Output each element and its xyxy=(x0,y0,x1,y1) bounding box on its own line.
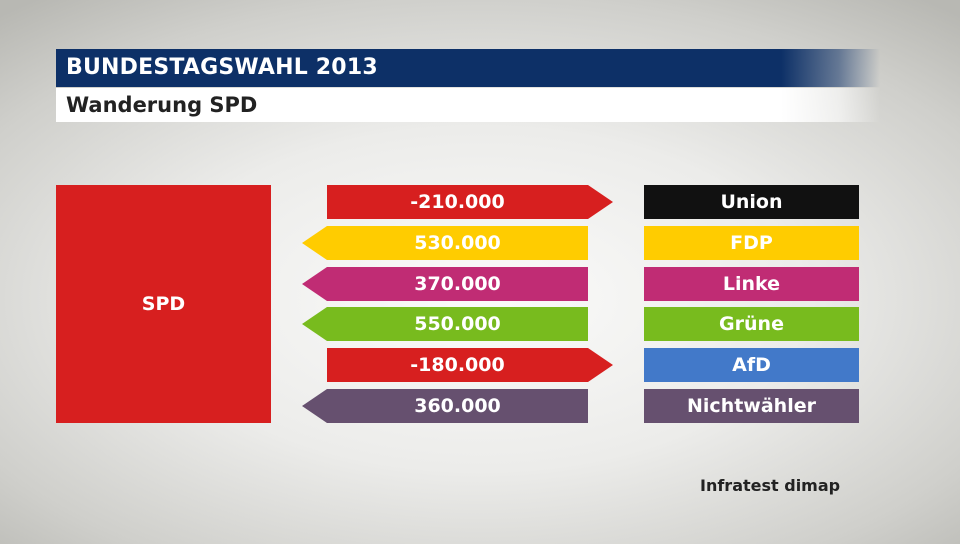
party-label: Union xyxy=(720,191,783,213)
flow-value-label: 360.000 xyxy=(414,395,501,417)
party-label: Nichtwähler xyxy=(687,395,816,417)
party-label: AfD xyxy=(732,354,771,376)
flow-value-label: -210.000 xyxy=(410,191,505,213)
party-label: Linke xyxy=(722,273,781,295)
flow-arrow-afd: -180.000 xyxy=(327,348,613,382)
source-party-label: SPD xyxy=(141,293,186,315)
source-credit: Infratest dimap xyxy=(700,476,841,495)
party-box-union: Union xyxy=(644,185,859,219)
flow-arrow-linke: 370.000 xyxy=(302,267,588,301)
chart-subtitle: Wanderung SPD xyxy=(66,93,258,117)
flow-value-label: 550.000 xyxy=(414,313,501,335)
chart-title: BUNDESTAGSWAHL 2013 xyxy=(66,55,378,80)
flow-value-label: -180.000 xyxy=(410,354,505,376)
flow-value-label: 370.000 xyxy=(414,273,501,295)
flow-arrow-grüne: 550.000 xyxy=(302,307,588,341)
subtitle-bar: Wanderung SPD xyxy=(56,88,880,122)
title-bar: BUNDESTAGSWAHL 2013 xyxy=(56,49,880,87)
source-party-box: SPD xyxy=(56,185,271,423)
party-box-nichtwähler: Nichtwähler xyxy=(644,389,859,423)
party-box-grüne: Grüne xyxy=(644,307,859,341)
party-box-linke: Linke xyxy=(644,267,859,301)
party-box-fdp: FDP xyxy=(644,226,859,260)
flow-arrow-fdp: 530.000 xyxy=(302,226,588,260)
party-label: Grüne xyxy=(719,313,784,335)
flow-value-label: 530.000 xyxy=(414,232,501,254)
flow-arrow-union: -210.000 xyxy=(327,185,613,219)
party-label: FDP xyxy=(730,232,773,254)
flow-arrow-nichtwähler: 360.000 xyxy=(302,389,588,423)
party-box-afd: AfD xyxy=(644,348,859,382)
